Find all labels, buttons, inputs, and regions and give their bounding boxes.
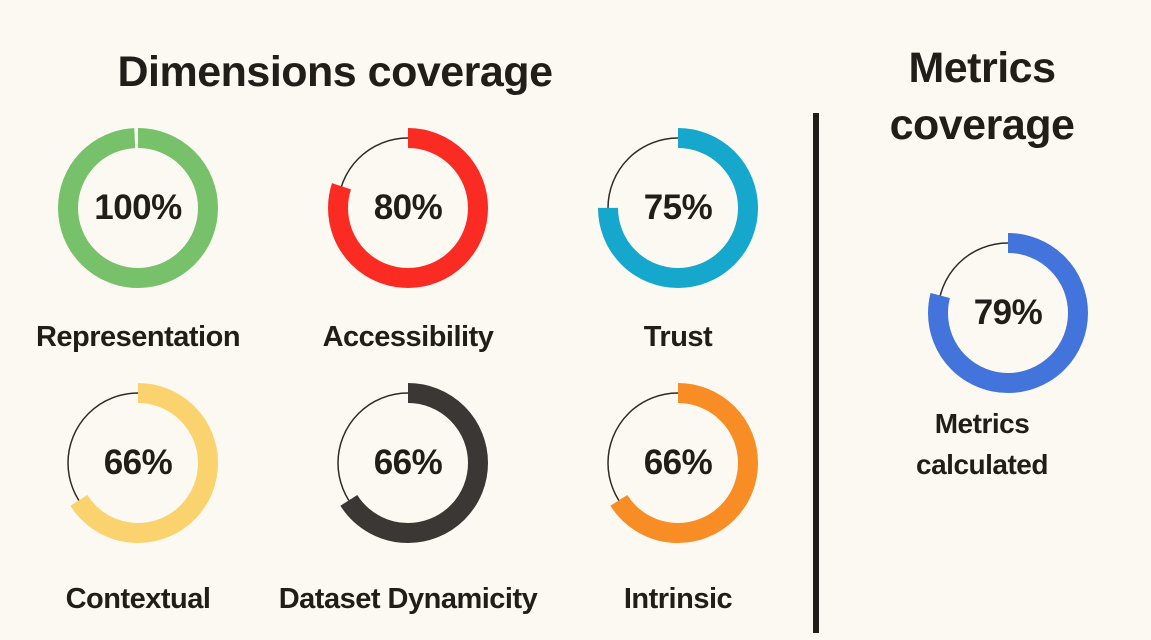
gauge-cell-dataset-dynamicity: 66% Dataset Dynamicity [273, 383, 543, 616]
donut-ring-svg [58, 383, 218, 543]
donut-ring-svg [928, 233, 1088, 393]
gauge-cell-representation: 100% Representation [3, 128, 273, 354]
dimensions-section-title: Dimensions coverage [117, 48, 553, 96]
metrics-section-title: Metrics coverage [822, 40, 1142, 154]
gauge-cell-contextual: 66% Contextual [3, 383, 273, 616]
metrics-caption-line-1: Metrics [934, 408, 1030, 439]
gauge-cell-accessibility: 80% Accessibility [273, 128, 543, 354]
gauge-caption: Representation [35, 321, 241, 353]
gauge-caption: Intrinsic [623, 583, 733, 615]
gauge-percent-label: 100% [94, 188, 182, 227]
donut-ring-svg [58, 128, 218, 288]
donut-ring-svg [328, 383, 488, 543]
donut-chart-trust: 75% [598, 128, 758, 288]
dimensions-row-2: 66% Contextual 66% Dataset Dynamicity 66… [3, 383, 813, 616]
metrics-title-line-1: Metrics [908, 44, 1056, 92]
gauge-caption: Dataset Dynamicity [278, 583, 538, 615]
gauge-percent-label: 66% [643, 443, 713, 482]
gauge-percent-label: 66% [373, 443, 443, 482]
donut-chart-representation: 100% [58, 128, 218, 288]
donut-chart-dataset-dynamicity: 66% [328, 383, 488, 543]
gauge-percent-label: 80% [373, 188, 443, 227]
donut-chart-contextual: 66% [58, 383, 218, 543]
ring-value-arc [58, 128, 218, 288]
donut-ring-svg [328, 128, 488, 288]
section-divider-line [813, 113, 819, 633]
gauge-percent-label: 66% [103, 443, 173, 482]
donut-chart-accessibility: 80% [328, 128, 488, 288]
metrics-caption-line-2: calculated [916, 448, 1048, 480]
gauge-caption: Trust [643, 321, 713, 353]
ring-value-arc [598, 383, 758, 543]
ring-value-arc [58, 383, 218, 543]
metrics-gauge-caption: Metrics calculated [822, 404, 1142, 485]
donut-ring-svg [598, 128, 758, 288]
ring-value-arc [598, 128, 758, 288]
gauge-percent-label: 79% [973, 293, 1043, 332]
dimensions-row-1: 100% Representation 80% Accessibility 75… [3, 128, 813, 354]
gauge-caption: Contextual [65, 583, 211, 615]
donut-chart-intrinsic: 66% [598, 383, 758, 543]
gauge-cell-trust: 75% Trust [543, 128, 813, 354]
ring-value-arc [328, 383, 488, 543]
gauge-caption: Accessibility [322, 321, 494, 353]
ring-value-arc [328, 128, 488, 288]
metrics-title-line-2: coverage [889, 100, 1075, 149]
donut-chart-metrics-calculated: 79% [928, 233, 1088, 393]
gauge-cell-intrinsic: 66% Intrinsic [543, 383, 813, 616]
ring-value-arc [928, 233, 1088, 393]
donut-ring-svg [598, 383, 758, 543]
gauge-percent-label: 75% [643, 188, 713, 227]
